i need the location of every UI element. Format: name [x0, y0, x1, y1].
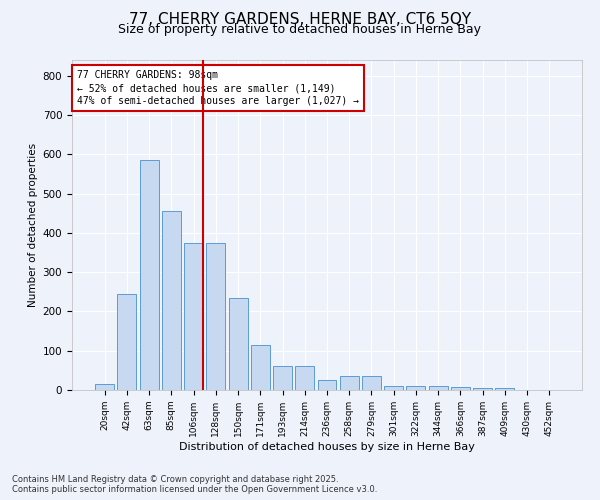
Bar: [140, 160, 158, 390]
Bar: [384, 386, 403, 390]
Bar: [118, 294, 136, 390]
Bar: [95, 384, 114, 390]
Bar: [429, 386, 448, 390]
Bar: [206, 242, 225, 390]
Bar: [295, 366, 314, 390]
Text: Size of property relative to detached houses in Herne Bay: Size of property relative to detached ho…: [119, 22, 482, 36]
Bar: [451, 387, 470, 390]
Text: 77 CHERRY GARDENS: 98sqm
← 52% of detached houses are smaller (1,149)
47% of sem: 77 CHERRY GARDENS: 98sqm ← 52% of detach…: [77, 70, 359, 106]
Bar: [496, 388, 514, 390]
Y-axis label: Number of detached properties: Number of detached properties: [28, 143, 38, 307]
Bar: [162, 211, 181, 390]
Bar: [273, 366, 292, 390]
Bar: [317, 380, 337, 390]
Bar: [184, 242, 203, 390]
Bar: [251, 345, 270, 390]
Bar: [362, 376, 381, 390]
Bar: [406, 386, 425, 390]
Bar: [473, 388, 492, 390]
X-axis label: Distribution of detached houses by size in Herne Bay: Distribution of detached houses by size …: [179, 442, 475, 452]
Text: Contains HM Land Registry data © Crown copyright and database right 2025.
Contai: Contains HM Land Registry data © Crown c…: [12, 474, 377, 494]
Bar: [229, 298, 248, 390]
Bar: [340, 376, 359, 390]
Text: 77, CHERRY GARDENS, HERNE BAY, CT6 5QY: 77, CHERRY GARDENS, HERNE BAY, CT6 5QY: [129, 12, 471, 28]
